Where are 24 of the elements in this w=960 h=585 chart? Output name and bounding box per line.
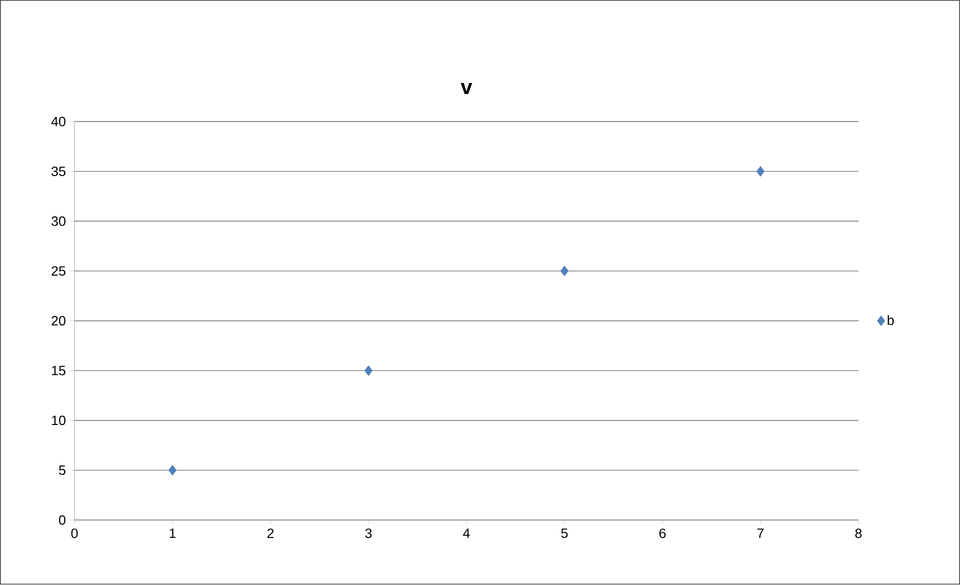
x-tick-label: 2 [267,528,274,538]
legend-label: b [888,315,894,326]
y-tick-label: 0 [59,516,66,526]
x-tick-label: 5 [561,528,568,538]
y-tick-label: 15 [52,366,66,376]
y-tick-label: 35 [52,166,66,176]
y-tick-label: 20 [52,316,66,326]
y-tick-label: 5 [59,466,66,476]
point [168,465,176,476]
x-tick-label: 0 [71,528,78,538]
y-tick-label: 30 [52,216,66,226]
chart-title: v [460,83,472,94]
x-tick-label: 6 [659,528,666,538]
point [364,366,372,376]
x-tick-label: 4 [463,528,470,538]
point [560,266,568,276]
point [756,166,764,177]
y-tick-label: 25 [52,266,66,276]
x-tick-label: 1 [170,528,176,538]
x-tick-label: 7 [757,528,764,538]
x-tick-label: 3 [365,528,372,538]
x-tick-label: 8 [855,528,862,538]
y-tick-label: 40 [51,117,66,127]
y-tick-label: 10 [52,416,66,426]
